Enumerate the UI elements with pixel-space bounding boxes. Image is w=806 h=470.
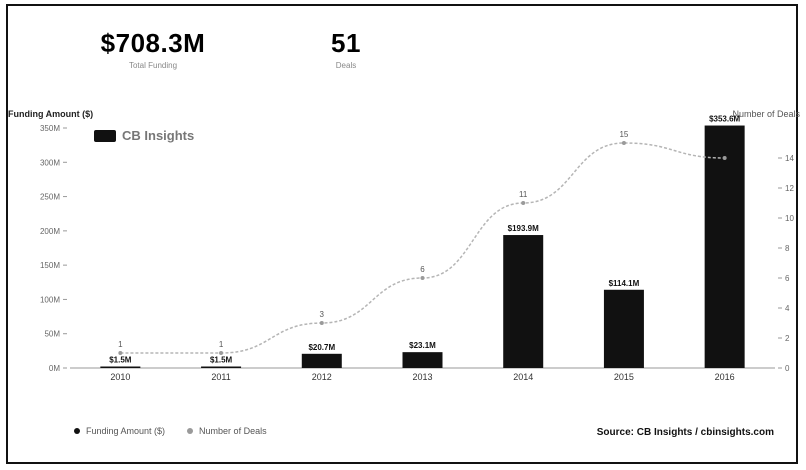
left-tick-label: 300M (40, 158, 60, 167)
deals-label-2013: 6 (420, 265, 425, 274)
x-tick-label-2010: 2010 (110, 372, 130, 382)
chart-frame (6, 4, 798, 464)
legend-label-funding: Funding Amount ($) (86, 426, 166, 436)
right-tick-label: 2 (785, 334, 790, 343)
left-axis-title: Funding Amount ($) (8, 109, 94, 119)
left-tick-label: 100M (40, 295, 60, 304)
legend-swatch-funding (74, 428, 80, 434)
left-tick-label: 200M (40, 227, 60, 236)
legend: Funding Amount ($) Number of Deals (74, 426, 267, 436)
bar-2014 (503, 235, 544, 368)
source-credit: Source: CB Insights / cbinsights.com (596, 427, 774, 438)
deals-point-2010 (118, 351, 123, 355)
left-tick-label: 250M (40, 193, 60, 202)
bar-2012 (301, 353, 342, 368)
deals-label-2010: 1 (118, 340, 123, 349)
right-tick-label: 8 (785, 244, 790, 253)
legend-label-deals: Number of Deals (199, 426, 267, 436)
deals-point-2015 (621, 141, 626, 145)
left-tick-label: 150M (40, 261, 60, 270)
left-tick-label: 350M (40, 124, 60, 133)
bar-label-2012: $20.7M (308, 343, 335, 352)
deals-label-2012: 3 (320, 310, 325, 319)
x-tick-label-2016: 2016 (715, 372, 735, 382)
right-tick-label: 10 (785, 214, 794, 223)
bar-2016 (704, 125, 745, 368)
right-tick-label: 14 (785, 154, 794, 163)
watermark-text: CB Insights (122, 128, 195, 143)
right-tick-label: 12 (785, 184, 794, 193)
legend-item-funding[interactable]: Funding Amount ($) (74, 426, 165, 436)
x-tick-label-2013: 2013 (412, 372, 432, 382)
bar-2011 (201, 366, 242, 368)
kpi-deals-label: Deals (335, 61, 357, 70)
bar-label-2015: $114.1M (609, 279, 640, 288)
bar-2013 (402, 352, 443, 368)
bar-label-2011: $1.5M (210, 356, 233, 365)
right-tick-label: 6 (785, 274, 790, 283)
kpi-total-funding-value: $708.3M (100, 28, 206, 58)
bar-label-2016: $353.6M (709, 115, 740, 124)
legend-swatch-deals (187, 428, 194, 434)
deals-label-2015: 15 (619, 130, 628, 139)
kpi-deals: 51 Deals (316, 28, 376, 70)
x-tick-label-2015: 2015 (614, 372, 634, 382)
cb-insights-watermark: CB Insights (94, 128, 194, 143)
bar-label-2010: $1.5M (109, 356, 132, 365)
bar-label-2013: $23.1M (409, 341, 436, 350)
cb-insights-logo-icon (94, 129, 116, 142)
x-tick-label-2011: 2011 (211, 372, 230, 382)
legend-item-deals[interactable]: Number of Deals (187, 426, 267, 436)
bar-2010 (100, 366, 141, 368)
kpi-total-funding-label: Total Funding (128, 61, 178, 70)
deals-point-2014 (521, 201, 526, 205)
kpi-total-funding: $708.3M Total Funding (78, 28, 228, 70)
bar-label-2014: $193.9M (508, 224, 539, 233)
x-tick-label-2014: 2014 (513, 372, 533, 382)
deals-point-2012 (319, 321, 324, 325)
deals-point-2013 (420, 276, 425, 280)
right-tick-label: 4 (785, 304, 790, 313)
bar-2015 (603, 289, 644, 368)
deals-label-2014: 11 (519, 190, 528, 199)
left-tick-label: 50M (44, 330, 60, 339)
left-tick-label: 0M (49, 364, 60, 373)
deals-point-2011 (219, 351, 224, 355)
deals-label-2011: 1 (219, 340, 224, 349)
deals-point-2016 (722, 156, 727, 160)
x-tick-label-2012: 2012 (312, 372, 332, 382)
kpi-deals-value: 51 (331, 28, 361, 58)
right-axis-title: Number of Deals (732, 109, 800, 119)
right-tick-label: 0 (785, 364, 790, 373)
